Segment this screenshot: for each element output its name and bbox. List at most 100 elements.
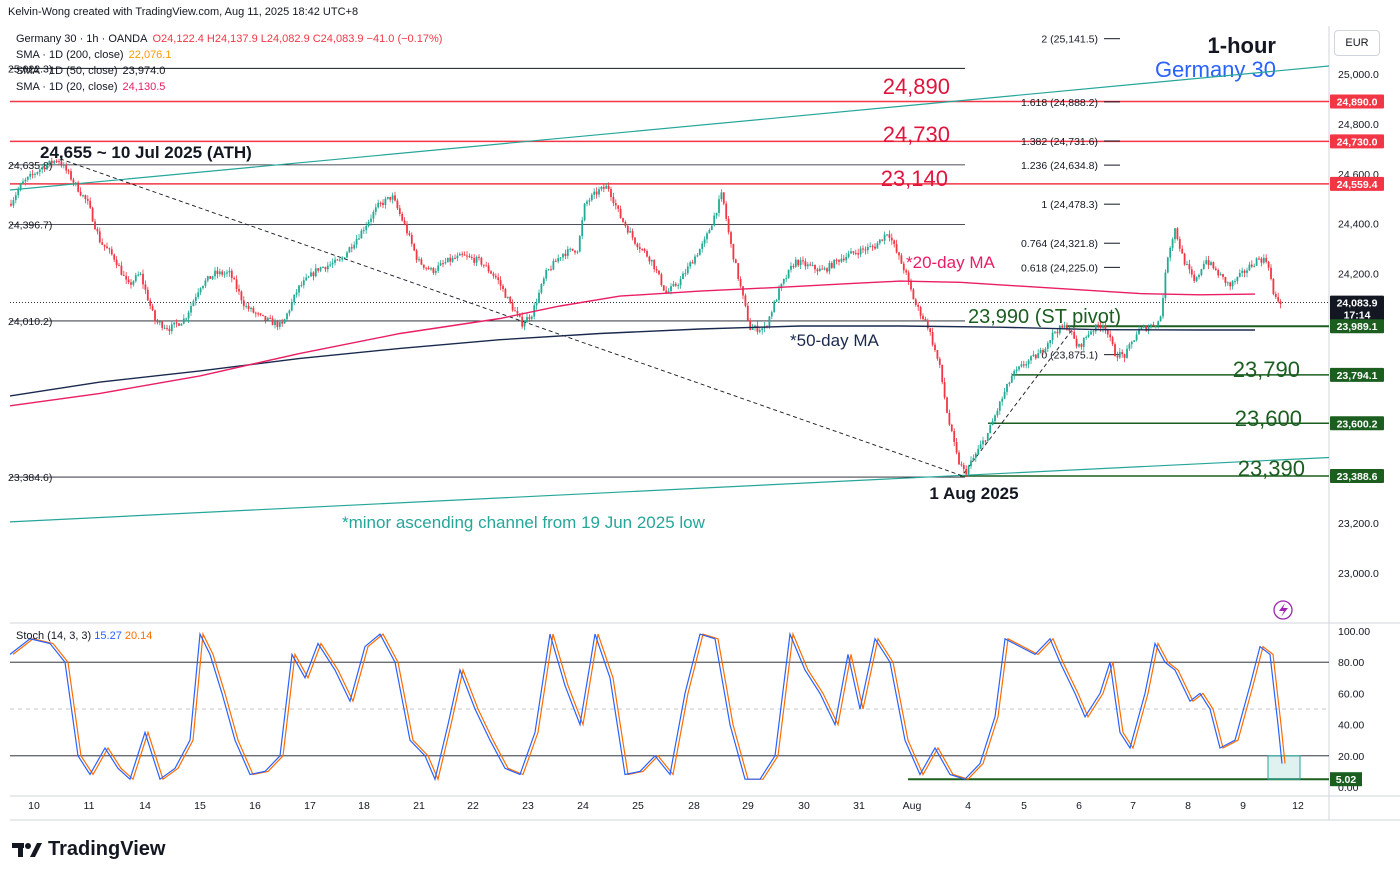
candle-body xyxy=(914,299,917,305)
candle-body xyxy=(1013,371,1016,377)
candle-body xyxy=(413,243,416,251)
candle-body xyxy=(1169,247,1172,258)
candle-body xyxy=(12,200,15,206)
candle-body xyxy=(1001,398,1004,402)
candle-body xyxy=(1073,331,1076,339)
candle-body xyxy=(787,269,790,279)
candle-body xyxy=(1241,270,1244,273)
candle-body xyxy=(1274,294,1277,298)
candle-body xyxy=(665,290,668,294)
candle-body xyxy=(17,189,20,196)
candle-body xyxy=(883,234,886,241)
candle-body xyxy=(221,271,224,275)
tradingview-logo[interactable]: TradingView xyxy=(12,838,165,861)
candle-body xyxy=(214,270,216,277)
fib-level-label: 1 (24,478.3) xyxy=(1041,199,1098,211)
candle-body xyxy=(391,195,394,200)
candle-body xyxy=(727,218,730,233)
candle-body xyxy=(22,181,24,184)
attribution: Kelvin-Wong created with TradingView.com… xyxy=(8,6,359,18)
channel-note: *minor ascending channel from 19 Jun 202… xyxy=(342,513,706,532)
low-date-label: 1 Aug 2025 xyxy=(929,484,1018,503)
candle-body xyxy=(331,262,334,265)
candle-body xyxy=(871,246,874,248)
candle-body xyxy=(394,195,396,201)
candle-body xyxy=(158,321,161,323)
candle-body xyxy=(605,185,608,189)
candle-body xyxy=(434,270,437,273)
candle-body xyxy=(732,243,735,260)
left-level-label: 24,396.7) xyxy=(8,220,52,232)
instrument-title: Germany 30 xyxy=(1154,57,1276,82)
candle-body xyxy=(672,283,675,287)
sma20-legend[interactable]: SMA · 1D (20, close) 24,130.5 xyxy=(16,81,166,93)
candle-body xyxy=(161,321,164,328)
fib-level-label: 0.618 (24,225.0) xyxy=(1021,262,1098,274)
candle-body xyxy=(122,274,125,276)
candle-body xyxy=(922,315,924,320)
candle-body xyxy=(326,265,329,270)
candle-body xyxy=(384,198,387,206)
candle-body xyxy=(934,344,936,351)
candle-body xyxy=(482,264,485,266)
candle-body xyxy=(1061,325,1064,328)
candle-body xyxy=(775,299,778,302)
candle-body xyxy=(955,441,958,453)
candle-body xyxy=(953,431,956,442)
candle-body xyxy=(336,259,339,261)
candle-body xyxy=(600,186,603,190)
candle-body xyxy=(1159,316,1162,322)
candle-body xyxy=(238,288,240,292)
candle-body xyxy=(847,253,850,257)
candle-body xyxy=(1171,239,1174,248)
candle-body xyxy=(1219,274,1222,276)
sma200-legend[interactable]: SMA · 1D (200, close) 22,076.1 xyxy=(16,49,172,61)
candle-body xyxy=(1042,350,1044,353)
candle-body xyxy=(857,253,860,255)
candle-body xyxy=(206,276,209,281)
candle-body xyxy=(379,202,382,204)
candle-body xyxy=(792,265,795,267)
candle-body xyxy=(478,256,480,258)
stoch-legend[interactable]: Stoch (14, 3, 3) 15.27 20.14 xyxy=(16,630,153,642)
candle-body xyxy=(876,243,879,249)
candle-body xyxy=(1022,364,1025,366)
candle-body xyxy=(1200,269,1203,276)
candle-body xyxy=(598,189,600,195)
candle-body xyxy=(1164,272,1167,299)
candle-body xyxy=(506,296,509,298)
candle-body xyxy=(691,262,694,264)
candle-body xyxy=(722,192,725,204)
currency-selector[interactable]: EUR xyxy=(1334,30,1380,56)
candle-body xyxy=(638,247,641,249)
candle-body xyxy=(703,239,706,244)
candle-body xyxy=(739,278,742,287)
candle-body xyxy=(1032,354,1035,357)
support-label-23600: 23,600 xyxy=(1235,406,1302,431)
candle-body xyxy=(247,305,250,310)
candle-body xyxy=(468,256,471,258)
symbol-legend[interactable]: Germany 30 · 1h · OANDA O24,122.4 H24,13… xyxy=(16,33,444,45)
candle-body xyxy=(34,173,36,175)
candle-body xyxy=(1133,340,1136,342)
candle-body xyxy=(790,265,792,270)
candle-body xyxy=(890,237,893,241)
candle-body xyxy=(869,246,872,248)
candle-body xyxy=(761,328,764,331)
candle-body xyxy=(581,220,584,237)
stoch-axis-tick-label: 100.00 xyxy=(1338,626,1370,638)
candle-body xyxy=(718,199,720,213)
ma20-line xyxy=(9,280,1256,407)
candle-body xyxy=(965,469,968,475)
candle-body xyxy=(720,192,723,200)
candle-body xyxy=(768,316,771,327)
x-axis-tick-label: 15 xyxy=(194,800,206,812)
candle-body xyxy=(1147,327,1150,331)
candle-body xyxy=(432,268,435,273)
candle-body xyxy=(120,265,123,275)
candle-body xyxy=(696,255,699,257)
candle-body xyxy=(746,305,749,321)
candle-body xyxy=(14,195,17,201)
candle-body xyxy=(674,283,677,286)
